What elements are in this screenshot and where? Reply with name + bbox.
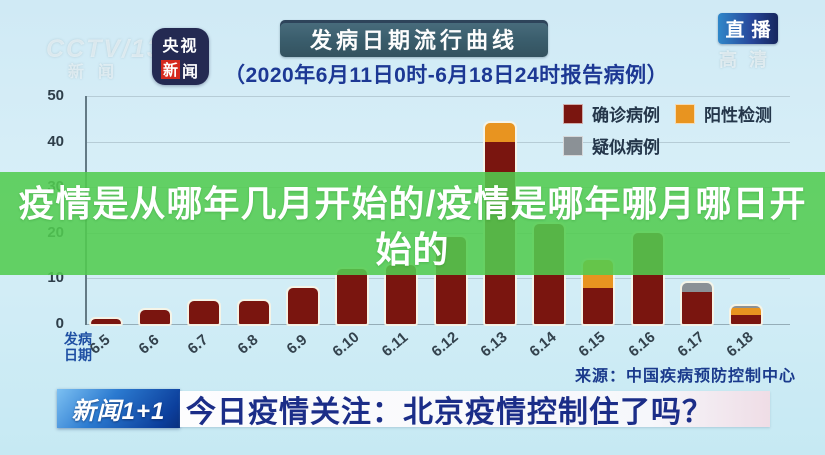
app-logo-top-text: 央视	[162, 37, 199, 55]
bar-6.18	[728, 303, 763, 326]
cctv-news-app-logo: 央视 新 闻	[152, 28, 209, 85]
headline-text: 今日疫情关注：北京疫情控制住了吗？	[186, 396, 713, 429]
legend-label: 阳性检测	[704, 106, 772, 125]
bar-segment-6.13-阳性检测	[484, 123, 515, 142]
chart-title: 发病日期流行曲线	[309, 27, 518, 53]
legend-label: 确诊病例	[592, 106, 660, 125]
legend-item-阳性检测: 阳性检测	[675, 101, 787, 126]
bar-segment-6.9-确诊病例	[287, 287, 318, 324]
legend-swatch-疑似病例	[563, 135, 583, 156]
bar-segment-6.17-确诊病例	[681, 292, 712, 324]
app-logo-white-char: 闻	[181, 63, 200, 81]
bar-segment-6.10-确诊病例	[337, 269, 368, 324]
y-tick-label: 40	[47, 132, 64, 150]
bar-6.6	[138, 308, 173, 326]
bar-segment-6.5-确诊病例	[91, 319, 121, 324]
gridline-y50	[85, 96, 790, 97]
bar-6.5	[89, 317, 123, 326]
hd-watermark: 高清	[719, 50, 779, 70]
bar-segment-6.18-疑似病例	[730, 305, 761, 309]
data-source-credit: 来源：中国疾病预防控制中心	[575, 368, 797, 385]
live-badge-text: 直播	[725, 20, 778, 41]
legend-item-确诊病例: 确诊病例	[563, 101, 675, 126]
bar-segment-6.15-确诊病例	[583, 287, 614, 324]
bar-segment-6.18-确诊病例	[730, 314, 761, 324]
caption-overlay-band: 疫情是从哪年几月开始的/疫情是哪年哪月哪日开始的	[0, 172, 825, 275]
legend-item-疑似病例: 疑似病例	[563, 133, 675, 158]
x-axis-label: 发病日期	[64, 331, 92, 363]
legend-swatch-阳性检测	[675, 103, 695, 124]
y-tick-label: 50	[47, 87, 64, 104]
headline-banner: 今日疫情关注：北京疫情控制住了吗？	[180, 391, 770, 429]
bar-6.7	[187, 299, 222, 326]
bar-segment-6.17-疑似病例	[681, 282, 712, 293]
cctv13-watermark-text: CCTV/13	[46, 35, 163, 63]
y-tick-label: 0	[55, 315, 64, 332]
news-1plus1-program-logo: 新闻1+1	[57, 389, 180, 428]
bar-6.9	[285, 285, 320, 326]
bar-segment-6.6-确诊病例	[140, 310, 171, 324]
gridline-y40	[85, 141, 790, 143]
bar-segment-6.7-确诊病例	[189, 301, 220, 324]
bar-segment-6.18-阳性检测	[730, 308, 761, 315]
caption-overlay-text: 疫情是从哪年几月开始的/疫情是哪年哪月哪日开始的	[18, 183, 807, 270]
legend-label: 疑似病例	[592, 138, 660, 157]
live-badge: 直播	[718, 13, 778, 44]
bar-segment-6.8-确诊病例	[238, 301, 269, 324]
legend-swatch-确诊病例	[563, 103, 583, 124]
chart-title-bar: 发病日期流行曲线	[280, 20, 548, 57]
program-logo-text: 新闻1+1	[71, 398, 166, 425]
app-logo-red-char: 新	[160, 60, 180, 79]
cctv13-watermark-subtext: 新闻	[68, 63, 129, 81]
bar-6.8	[236, 299, 271, 326]
chart-subtitle: （2020年6月11日0时-6月18日24时报告病例）	[224, 64, 669, 87]
cctv13-channel-watermark: CCTV/13 新闻	[46, 35, 163, 81]
chart-legend: 确诊病例 阳性检测疑似病例	[563, 101, 795, 165]
bar-6.17	[679, 280, 714, 326]
